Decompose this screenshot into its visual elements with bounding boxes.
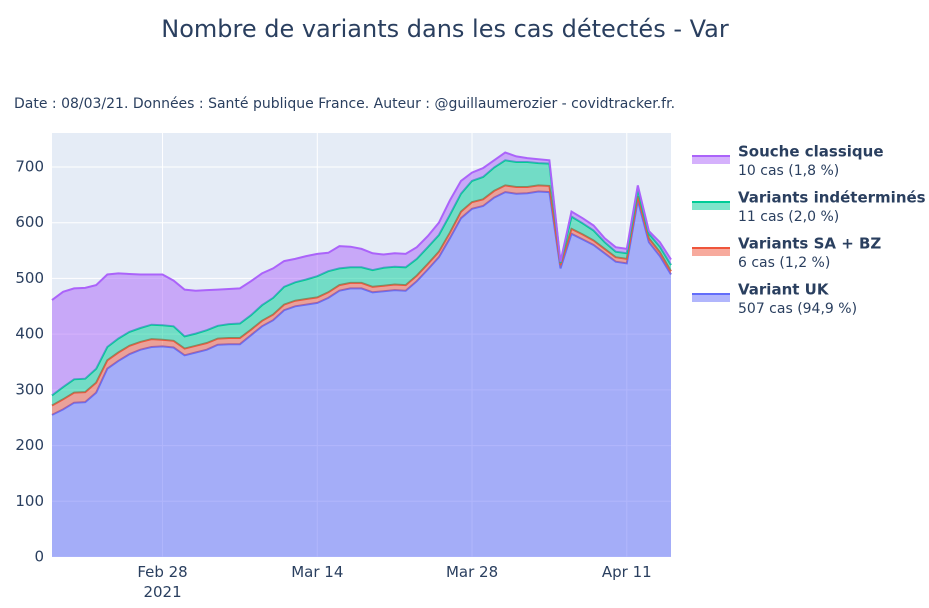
y-tick-label: 700 [15,157,44,175]
area-line [51,151,672,301]
x-tick-label: Mar 28 [446,563,498,581]
legend: Variant UK 507 cas (94,9 %) Variants SA + … [692,143,926,317]
legend-detail: 11 cas (2,0 %) [738,209,839,225]
legend-label: Variants SA + BZ [738,235,881,253]
legend-swatch [692,156,730,164]
legend-detail: 10 cas (1,8 %) [738,163,839,179]
y-tick-label: 300 [15,380,44,398]
chart-subtitle: Date : 08/03/21. Données : Santé publiqu… [14,96,675,112]
legend-label: Variant UK [738,281,830,299]
y-tick-label: 400 [15,325,44,343]
x-tick-label: Mar 14 [291,563,343,581]
y-tick-label: 0 [34,548,44,566]
labels: 0 100 200 300 400 500 600 700 Feb 28 2021 Mar 14 Ma… [15,157,651,600]
x-tick-label: Feb 28 2021 [137,563,187,601]
y-tick-label: 600 [15,213,44,231]
chart-title: Nombre de variants dans les cas détectés… [161,15,729,43]
y-tick-label: 500 [15,269,44,287]
legend-swatch [692,248,730,256]
legend-detail: 6 cas (1,2 %) [738,255,830,271]
legend-label: Souche classique [738,143,884,161]
areas [51,151,672,557]
x-tick-label: Apr 11 [602,563,652,581]
legend-detail: 507 cas (94,9 %) [738,301,857,317]
legend-label: Variants indéterminés [738,189,926,207]
area [52,191,671,557]
y-tick-label: 100 [15,492,44,510]
legend-swatch [692,294,730,302]
legend-swatch [692,202,730,210]
y-tick-label: 200 [15,436,44,454]
area [52,160,671,406]
